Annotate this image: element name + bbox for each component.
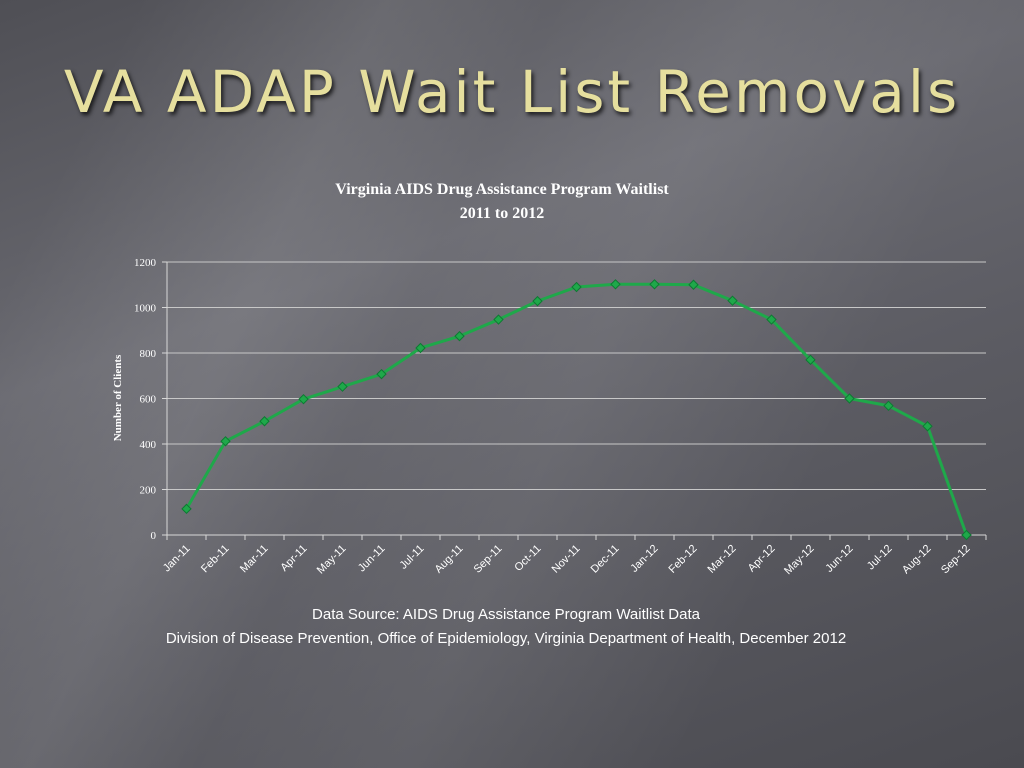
slide-title: VA ADAP Wait List Removals — [63, 58, 961, 126]
data-point — [961, 529, 972, 541]
data-point — [805, 354, 816, 366]
x-tick-label: Jun-12 — [823, 543, 855, 575]
data-point — [259, 416, 270, 427]
data-point — [181, 503, 192, 515]
x-tick-label: Mar-12 — [705, 543, 738, 576]
x-tick-labels: Jan-11 Feb-11 Mar-11 Apr-11 May-11 Jun-11 Jul-… — [161, 543, 973, 577]
x-tick-label: Jan-12 — [628, 543, 660, 575]
x-tick-label: Jan-11 — [161, 543, 193, 575]
data-point — [532, 295, 543, 307]
data-point — [415, 342, 426, 354]
data-point — [298, 393, 309, 405]
data-source-line: Data Source: AIDS Drug Assistance Progra… — [312, 606, 700, 623]
data-source-attribution: Division of Disease Prevention, Office o… — [165, 630, 847, 647]
data-point — [493, 314, 504, 325]
x-tick-label: Mar-11 — [238, 543, 271, 576]
data-point — [610, 279, 621, 290]
line-chart: 0 200 400 600 800 1000 1200 Jan-11 Feb-11 Mar-11… — [112, 257, 987, 577]
data-point — [220, 436, 231, 447]
y-tick-label: 600 — [140, 394, 157, 406]
y-axis-label: Number of Clients — [112, 354, 124, 441]
data-point — [844, 393, 855, 404]
data-point — [337, 381, 348, 392]
x-tick-label: Aug-12 — [900, 543, 934, 577]
x-tick-label: Oct-11 — [512, 543, 543, 574]
y-tick-label: 0 — [151, 530, 157, 542]
series-line — [185, 282, 968, 536]
data-point — [766, 314, 777, 325]
gridlines — [167, 261, 986, 490]
data-point — [922, 421, 933, 432]
x-tick-label: Dec-11 — [589, 543, 622, 576]
x-tick-label: Nov-11 — [550, 543, 583, 576]
x-tick-label: Aug-11 — [433, 543, 466, 576]
chart-title: Virginia AIDS Drug Assistance Program Wa… — [335, 181, 669, 198]
data-series — [181, 279, 972, 541]
x-tick-label: Feb-11 — [199, 543, 232, 576]
y-tick-label: 1200 — [134, 257, 157, 269]
data-point — [688, 279, 699, 290]
x-tick-label: Sep-12 — [939, 543, 973, 577]
x-tick-label: Jul-11 — [398, 543, 427, 572]
data-point — [454, 330, 465, 342]
x-tick-label: Sep-11 — [472, 543, 505, 576]
x-tick-label: Apr-12 — [746, 543, 778, 575]
y-tick-label: 800 — [140, 348, 157, 360]
data-point — [571, 281, 582, 293]
x-tick-label: May-12 — [782, 543, 816, 577]
x-tick-label: Jun-11 — [356, 543, 388, 575]
x-tick-label: May-11 — [315, 543, 349, 577]
y-tick-label: 1000 — [134, 303, 157, 315]
x-tick-label: Feb-12 — [666, 543, 699, 576]
axes — [162, 261, 987, 540]
x-tick-label: Apr-11 — [278, 543, 309, 574]
data-point — [376, 368, 387, 380]
data-point — [649, 279, 660, 290]
data-point — [883, 400, 894, 411]
chart-subtitle: 2011 to 2012 — [459, 205, 545, 222]
x-tick-label: Jul-12 — [865, 543, 895, 573]
y-tick-label: 400 — [140, 439, 157, 451]
y-tick-label: 200 — [140, 485, 157, 497]
y-tick-labels: 0 200 400 600 800 1000 1200 — [134, 257, 157, 542]
data-point — [727, 295, 738, 306]
